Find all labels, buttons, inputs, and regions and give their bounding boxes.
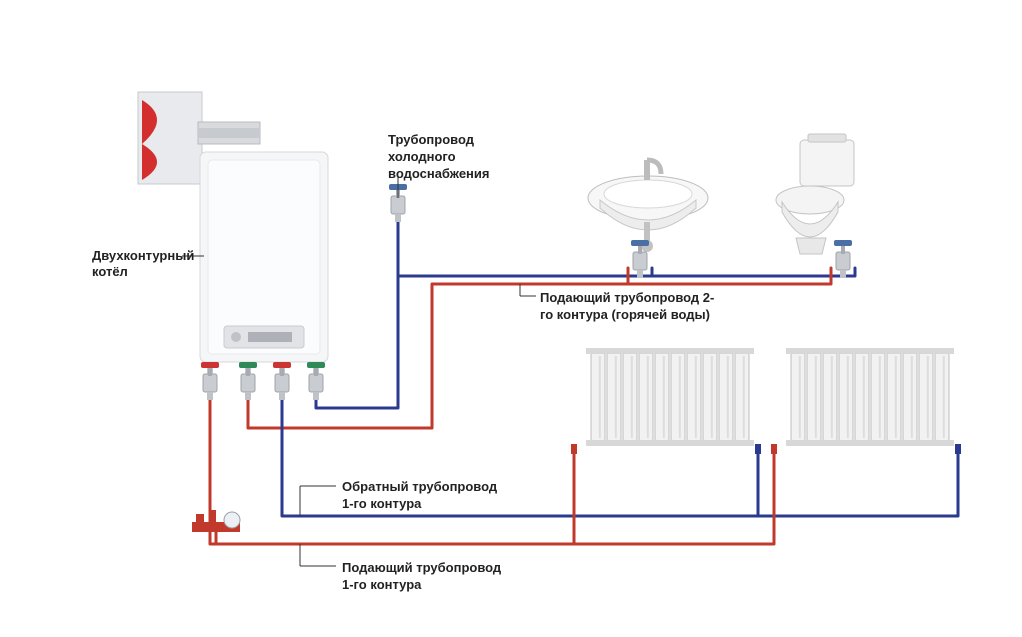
label-return1-1: Обратный трубопровод bbox=[342, 479, 497, 495]
label-cold-supply-1: Трубопровод bbox=[388, 132, 474, 148]
label-supply1-1: Подающий трубопровод bbox=[342, 560, 501, 576]
radiator2 bbox=[771, 348, 961, 454]
label-return1-2: 1-го контура bbox=[342, 496, 421, 512]
pipe-heating-return-branch2 bbox=[758, 448, 958, 516]
label-cold-supply-3: водоснабжения bbox=[388, 166, 490, 182]
valve-sink-valve-blue bbox=[631, 240, 649, 278]
valve-boiler-out-hot2-green bbox=[239, 362, 257, 400]
pipe-heating-supply-branch2 bbox=[574, 448, 774, 544]
label-hot-c2-2: го контура (горячей воды) bbox=[540, 307, 710, 323]
pipe-cold-to-sink bbox=[398, 268, 652, 276]
toilet bbox=[776, 134, 854, 254]
label-cold-supply-2: холодного bbox=[388, 149, 456, 165]
label-supply1-2: 1-го контура bbox=[342, 577, 421, 593]
radiator1 bbox=[571, 348, 761, 454]
fill-group bbox=[192, 510, 240, 532]
label-hot-c2-1: Подающий трубопровод 2- bbox=[540, 290, 714, 306]
pipe-heating-supply bbox=[210, 392, 574, 544]
valve-toilet-valve-blue bbox=[834, 240, 852, 278]
valve-boiler-out-supply-red bbox=[201, 362, 219, 400]
valve-boiler-out-return-red bbox=[273, 362, 291, 400]
boiler bbox=[200, 152, 328, 362]
label-boiler: Двухконтурный котёл bbox=[92, 248, 194, 281]
plumbing-diagram bbox=[0, 0, 1022, 637]
valve-boiler-cold-in-green bbox=[307, 362, 325, 400]
sink bbox=[588, 160, 708, 252]
pipe-cold-to-toilet bbox=[652, 268, 855, 276]
